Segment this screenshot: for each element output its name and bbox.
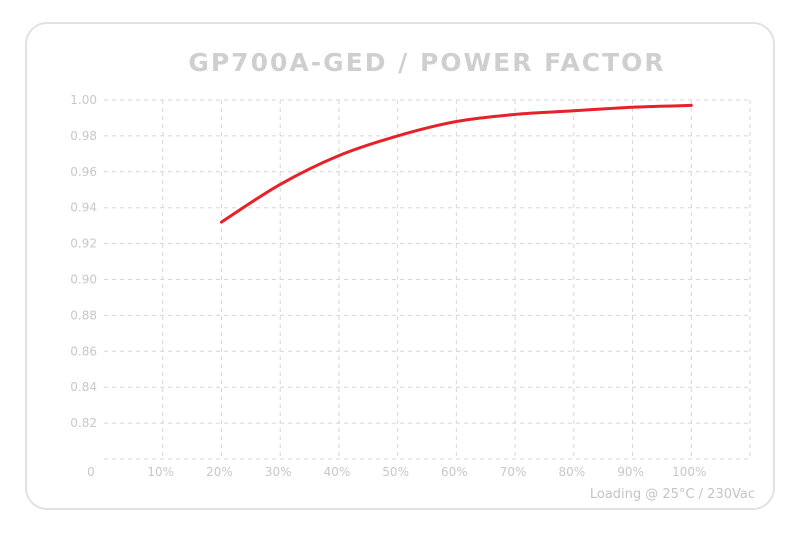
x-tick-label: 50% — [382, 465, 409, 479]
power-factor-series-line — [220, 103, 693, 224]
x-tick-label: 10% — [147, 465, 174, 479]
x-tick-label: 40% — [324, 465, 351, 479]
y-tick-label: 1.00 — [70, 93, 97, 107]
x-tick-label: 30% — [265, 465, 292, 479]
x-tick-label: 100% — [672, 465, 706, 479]
y-tick-label: 0.94 — [70, 201, 97, 215]
chart-card — [25, 22, 775, 510]
x-tick-label: 70% — [500, 465, 527, 479]
x-tick-label: 20% — [206, 465, 233, 479]
x-tick-label: 0 — [87, 465, 95, 479]
series-layer — [220, 103, 693, 224]
y-tick-label: 0.82 — [70, 416, 97, 430]
x-axis-ticks: 0 10% 20% 30% 40% 50% 60% 70% 80% 90% 100% — [87, 465, 706, 479]
x-tick-label: 60% — [441, 465, 468, 479]
x-tick-label: 80% — [558, 465, 585, 479]
y-tick-label: 0.88 — [70, 308, 97, 322]
y-tick-label: 0.86 — [70, 344, 97, 358]
y-tick-label: 0.90 — [70, 273, 97, 287]
y-axis-ticks: 0.82 0.84 0.86 0.88 0.90 0.92 0.94 0.96 0.98 1.00 — [70, 93, 97, 430]
x-tick-label: 90% — [617, 465, 644, 479]
y-tick-label: 0.98 — [70, 129, 97, 143]
chart-title: GP700A-GED / POWER FACTOR — [188, 48, 665, 77]
y-tick-label: 0.84 — [70, 380, 97, 394]
grid — [104, 99, 751, 460]
x-axis-label: Loading @ 25°C / 230Vac — [590, 487, 755, 502]
y-tick-label: 0.92 — [70, 237, 97, 251]
y-tick-label: 0.96 — [70, 165, 97, 179]
